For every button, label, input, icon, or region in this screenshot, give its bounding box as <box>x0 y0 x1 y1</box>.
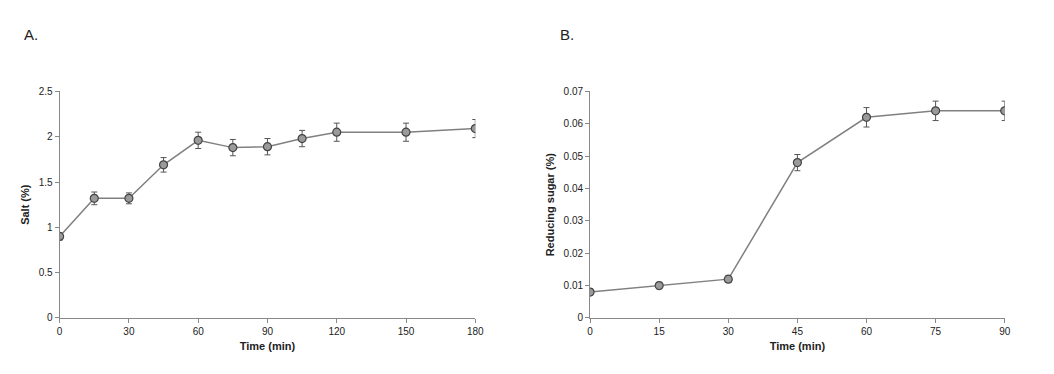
svg-text:2: 2 <box>47 131 53 142</box>
svg-text:150: 150 <box>398 326 415 337</box>
svg-text:Time (min): Time (min) <box>240 340 296 352</box>
svg-text:60: 60 <box>861 326 873 337</box>
svg-text:0.02: 0.02 <box>564 248 584 259</box>
svg-text:0.03: 0.03 <box>564 215 584 226</box>
svg-text:0.06: 0.06 <box>564 118 584 129</box>
svg-text:15: 15 <box>654 326 666 337</box>
svg-text:0: 0 <box>578 312 584 323</box>
svg-text:0.01: 0.01 <box>564 280 584 291</box>
svg-text:Reducing sugar (%): Reducing sugar (%) <box>544 153 556 257</box>
svg-text:Salt (%): Salt (%) <box>19 184 31 225</box>
svg-text:60: 60 <box>193 326 205 337</box>
svg-text:0: 0 <box>57 326 63 337</box>
svg-text:120: 120 <box>328 326 345 337</box>
svg-text:0: 0 <box>587 326 593 337</box>
svg-text:1.5: 1.5 <box>39 177 53 188</box>
svg-text:90: 90 <box>999 326 1011 337</box>
svg-text:0: 0 <box>47 312 53 323</box>
svg-text:90: 90 <box>262 326 274 337</box>
svg-text:30: 30 <box>723 326 735 337</box>
svg-text:0.05: 0.05 <box>564 151 584 162</box>
svg-text:0.04: 0.04 <box>564 183 584 194</box>
svg-text:B.: B. <box>560 26 574 43</box>
svg-text:75: 75 <box>930 326 942 337</box>
svg-text:45: 45 <box>792 326 804 337</box>
svg-text:30: 30 <box>123 326 135 337</box>
svg-text:0.07: 0.07 <box>564 86 584 97</box>
svg-text:Time (min): Time (min) <box>770 340 826 352</box>
svg-text:2.5: 2.5 <box>39 86 53 97</box>
svg-text:1: 1 <box>47 222 53 233</box>
svg-text:0.5: 0.5 <box>39 267 53 278</box>
svg-text:180: 180 <box>467 326 484 337</box>
svg-text:A.: A. <box>24 26 38 43</box>
